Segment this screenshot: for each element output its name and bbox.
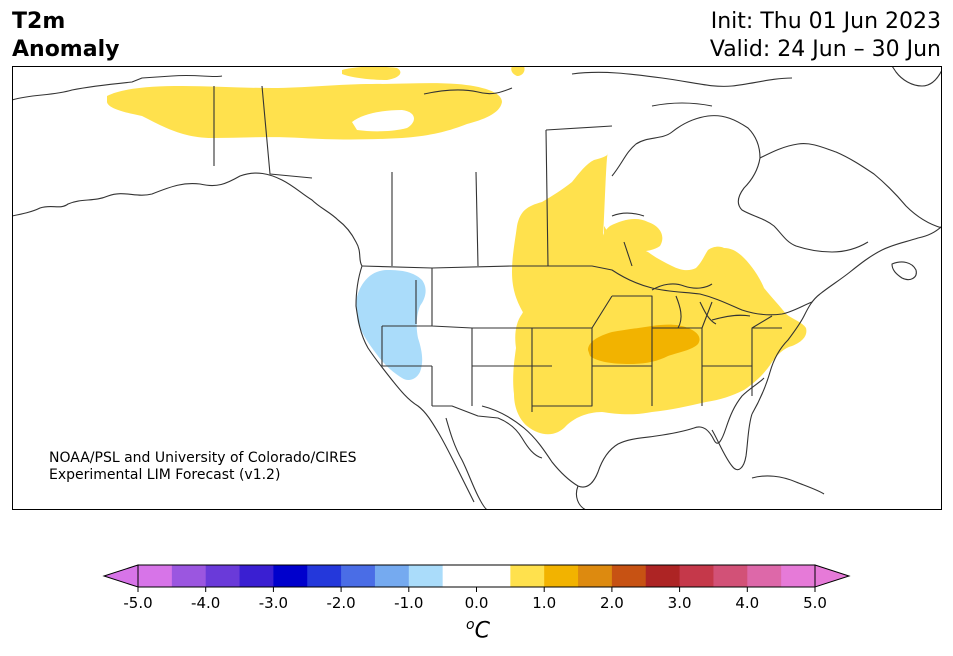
valid-range: Valid: 24 Jun – 30 Jun [709, 37, 941, 62]
colorbar-swatch [205, 565, 241, 587]
border-canada-us [361, 265, 813, 316]
colorbar-tick-label: 5.0 [803, 594, 827, 612]
colorbar-swatch [645, 565, 681, 587]
colorbar: -5.0 -4.0 -3.0 -2.0 -1.0 0.0 1.0 2.0 3.0 4.0 5.0 [102, 564, 851, 612]
colorbar-swatch [171, 565, 207, 587]
colorbar-swatch [307, 565, 342, 587]
colorbar-swatches [102, 564, 851, 588]
colorbar-swatch [273, 565, 308, 587]
coastline-arctic-islands [423, 71, 793, 217]
anomaly-region-midwest-hot [588, 324, 700, 364]
border-us-states [381, 268, 782, 412]
coastline-bc [12, 172, 363, 267]
title-variable: T2m [12, 9, 66, 34]
coastline-florida [711, 413, 753, 471]
colorbar-tick-label: 4.0 [735, 594, 759, 612]
colorbar-swatch [578, 565, 613, 587]
anomaly-region-canada-warm-3 [511, 66, 525, 76]
colorbar-swatch [781, 565, 816, 587]
colorbar-tick-label: 2.0 [600, 594, 624, 612]
anomaly-shading [107, 66, 807, 435]
colorbar-tick-label: -2.0 [326, 594, 355, 612]
colorbar-swatch [544, 565, 579, 587]
colorbar-tick-label: -1.0 [394, 594, 423, 612]
credit-line-1: NOAA/PSL and University of Colorado/CIRE… [49, 450, 357, 466]
colorbar-unit-letter: C [474, 618, 490, 644]
anomaly-map [12, 66, 942, 510]
title-anomaly: Anomaly [12, 37, 120, 62]
coastline-gulf [481, 377, 765, 488]
colorbar-swatch [239, 565, 274, 587]
great-lakes [651, 283, 751, 329]
anomaly-region-northwest-cool [355, 270, 426, 380]
coastline-alaska [12, 74, 223, 101]
anomaly-region-ontario-warm [696, 265, 726, 281]
colorbar-swatch [341, 565, 376, 587]
colorbar-swatch [679, 565, 714, 587]
forecast-dates: Init: Thu 01 Jun 2023 Valid: 24 Jun – 30… [710, 8, 941, 64]
coastline-baja [445, 417, 489, 510]
colorbar-tick-label: 0.0 [465, 594, 489, 612]
colorbar-unit: oC [460, 617, 496, 643]
colorbar-swatch [510, 565, 545, 587]
colorbar-tick-label: 3.0 [668, 594, 692, 612]
colorbar-tick-label: -5.0 [123, 594, 152, 612]
coastline-cuba [751, 475, 825, 495]
colorbar-swatch [374, 565, 410, 587]
colorbar-ticks: -5.0 -4.0 -3.0 -2.0 -1.0 0.0 1.0 2.0 3.0 4.0 5.0 [123, 587, 827, 612]
coastline-mexico-east [575, 485, 587, 510]
colorbar-under-extension [102, 564, 139, 588]
coastline-pacific-us [355, 265, 475, 503]
map-frame [12, 66, 942, 510]
colorbar-over-extension [814, 564, 851, 588]
credit-line-2: Experimental LIM Forecast (v1.2) [49, 467, 281, 483]
colorbar-swatch [713, 565, 748, 587]
coastline-greenland [891, 66, 942, 87]
anomaly-region-great-lakes-warm [602, 219, 663, 253]
colorbar-unit-prefix: o [466, 617, 475, 633]
anomaly-region-canada-warm-2 [342, 66, 401, 80]
map-title: T2m Anomaly [12, 8, 119, 64]
border-us-mexico [432, 405, 543, 459]
boundaries [12, 66, 942, 510]
coastline-atlantic [751, 225, 942, 415]
coastline-labrador [759, 143, 942, 229]
map-background [12, 66, 942, 510]
anomaly-region-arctic-neutral [352, 110, 414, 132]
colorbar-swatch [476, 565, 511, 587]
init-date: Init: Thu 01 Jun 2023 [710, 9, 941, 34]
colorbar-swatch [408, 565, 444, 587]
border-provinces [213, 85, 633, 267]
colorbar-tick-label: -3.0 [259, 594, 288, 612]
colorbar-swatch [442, 565, 477, 587]
colorbar-swatch [611, 565, 647, 587]
colorbar-tick-label: 1.0 [532, 594, 556, 612]
coastline-newfoundland [891, 261, 917, 281]
colorbar-swatch [138, 565, 173, 587]
colorbar-swatch [747, 565, 782, 587]
credit-text: NOAA/PSL and University of Colorado/CIRE… [49, 450, 357, 484]
colorbar-tick-label: -4.0 [191, 594, 220, 612]
coastline-hudson [611, 115, 869, 253]
